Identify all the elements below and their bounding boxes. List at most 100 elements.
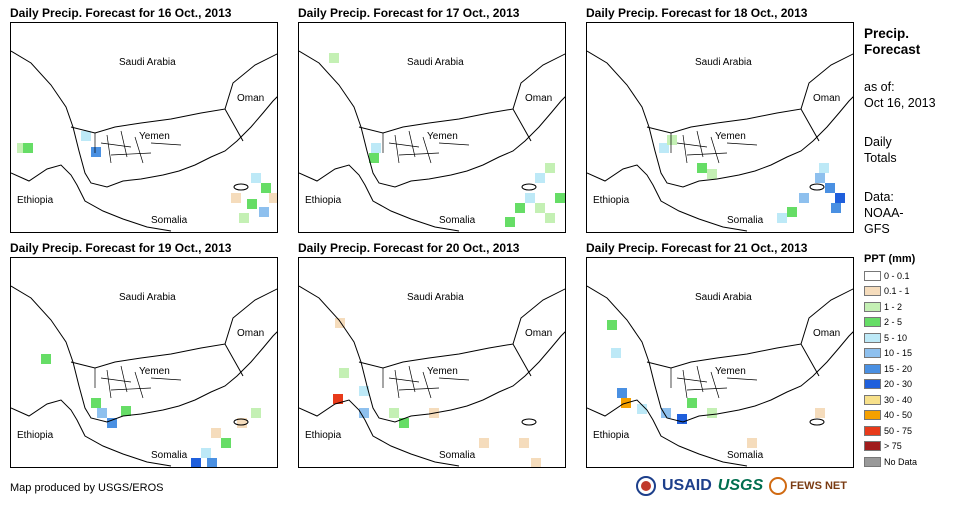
legend-swatch xyxy=(864,394,881,405)
country-label-ethiopia: Ethiopia xyxy=(593,430,630,441)
country-label-ethiopia: Ethiopia xyxy=(17,430,54,441)
saudi-border xyxy=(358,108,532,142)
country-label-saudi: Saudi Arabia xyxy=(407,292,464,303)
precip-cell xyxy=(231,193,241,203)
precip-cell xyxy=(525,193,535,203)
precip-cell xyxy=(697,163,707,173)
map-graphic xyxy=(11,285,277,467)
africa-coast xyxy=(299,399,460,467)
usaid-seal-icon xyxy=(636,476,656,496)
map-graphic xyxy=(587,50,853,232)
precip-cell xyxy=(819,163,829,173)
legend-item: 5 - 10 xyxy=(864,331,907,344)
legend-swatch xyxy=(864,317,881,327)
forecast-panel: Daily Precip. Forecast for 20 Oct., 2013… xyxy=(298,241,566,473)
country-label-oman: Oman xyxy=(525,93,553,104)
precip-map: Saudi Arabia Oman Yemen Ethiopia Somalia xyxy=(298,257,566,468)
coastline xyxy=(11,285,277,423)
country-label-yemen: Yemen xyxy=(139,366,170,377)
precip-cell xyxy=(339,368,349,378)
precip-cell xyxy=(515,203,525,213)
oman-border xyxy=(224,288,277,345)
legend-swatch xyxy=(864,348,881,358)
precip-cell xyxy=(787,207,797,217)
country-label-somalia: Somalia xyxy=(727,215,764,226)
yemen-governorates xyxy=(94,365,182,399)
saudi-border xyxy=(646,108,820,142)
legend-swatch xyxy=(864,410,881,420)
asof-label: as of: xyxy=(864,80,895,94)
legend-swatch xyxy=(864,379,881,389)
precip-map: Saudi Arabia Oman Yemen Ethiopia Somalia xyxy=(586,257,854,468)
precip-cell xyxy=(121,406,131,416)
precip-cell xyxy=(479,438,489,448)
map-graphic xyxy=(299,285,565,467)
precip-cell xyxy=(389,408,399,418)
precip-cell xyxy=(261,183,271,193)
socotra-island xyxy=(521,183,537,191)
sidebar-heading-line1: Precip. xyxy=(864,26,910,41)
socotra-island xyxy=(521,418,537,426)
precip-cell xyxy=(505,217,515,227)
precip-cell xyxy=(269,193,277,203)
africa-coast xyxy=(587,399,748,467)
precip-cell xyxy=(815,173,825,183)
precip-cell xyxy=(611,348,621,358)
oman-border xyxy=(800,53,853,110)
precip-cell xyxy=(91,398,101,408)
precip-map: Saudi Arabia Oman Yemen Ethiopia Somalia xyxy=(10,257,278,468)
precip-cell xyxy=(369,153,379,163)
coastline xyxy=(587,285,853,423)
precip-cell xyxy=(555,193,565,203)
precip-cell xyxy=(531,458,541,467)
panel-title: Daily Precip. Forecast for 19 Oct., 2013 xyxy=(10,241,232,255)
legend-item: 1 - 2 xyxy=(864,300,902,313)
saudi-border xyxy=(646,343,820,377)
precip-cell xyxy=(359,408,369,418)
legend-item: 40 - 50 xyxy=(864,409,912,422)
precip-cell xyxy=(835,193,845,203)
map-graphic xyxy=(299,50,565,232)
socotra-island xyxy=(233,418,249,426)
saudi-border xyxy=(358,343,532,377)
precip-cell xyxy=(97,408,107,418)
precip-cell xyxy=(607,320,617,330)
asof-date: Oct 16, 2013 xyxy=(864,96,936,110)
country-label-ethiopia: Ethiopia xyxy=(593,195,630,206)
precip-cell xyxy=(333,394,343,404)
precip-cell xyxy=(221,438,231,448)
country-label-somalia: Somalia xyxy=(727,450,764,461)
legend-label: 2 - 5 xyxy=(884,317,903,327)
precip-cell xyxy=(535,173,545,183)
precip-cell xyxy=(207,458,217,467)
country-label-saudi: Saudi Arabia xyxy=(695,292,752,303)
legend-item: 10 - 15 xyxy=(864,347,912,360)
legend-label: 0.1 - 1 xyxy=(884,286,910,296)
precip-cell xyxy=(247,199,257,209)
socotra-island xyxy=(233,183,249,191)
precip-cell xyxy=(17,143,27,153)
legend-swatch xyxy=(864,286,881,296)
precip-cell xyxy=(777,213,787,223)
legend-label: 30 - 40 xyxy=(884,394,913,405)
precip-cell xyxy=(191,458,201,467)
oman-border xyxy=(224,53,277,110)
map-credit: Map produced by USGS/EROS xyxy=(10,482,164,494)
precip-cell xyxy=(799,193,809,203)
country-label-yemen: Yemen xyxy=(715,131,746,142)
legend-item: No Data xyxy=(864,455,917,468)
country-label-somalia: Somalia xyxy=(151,215,188,226)
precip-cell xyxy=(329,53,339,63)
africa-coast xyxy=(11,399,172,467)
usgs-logo: USGS xyxy=(717,477,764,494)
precip-cell xyxy=(259,207,269,217)
fewsnet-logo: FEWS NET xyxy=(769,477,847,495)
legend-item: 2 - 5 xyxy=(864,316,902,329)
legend-label: 1 - 2 xyxy=(884,301,903,312)
precip-map: Saudi Arabia Oman Yemen Ethiopia Somalia xyxy=(10,22,278,233)
data-source-line1: Data: xyxy=(864,190,894,204)
coastline xyxy=(299,50,565,188)
precip-cell xyxy=(831,203,841,213)
legend-label: > 75 xyxy=(884,441,902,451)
country-label-ethiopia: Ethiopia xyxy=(305,195,342,206)
